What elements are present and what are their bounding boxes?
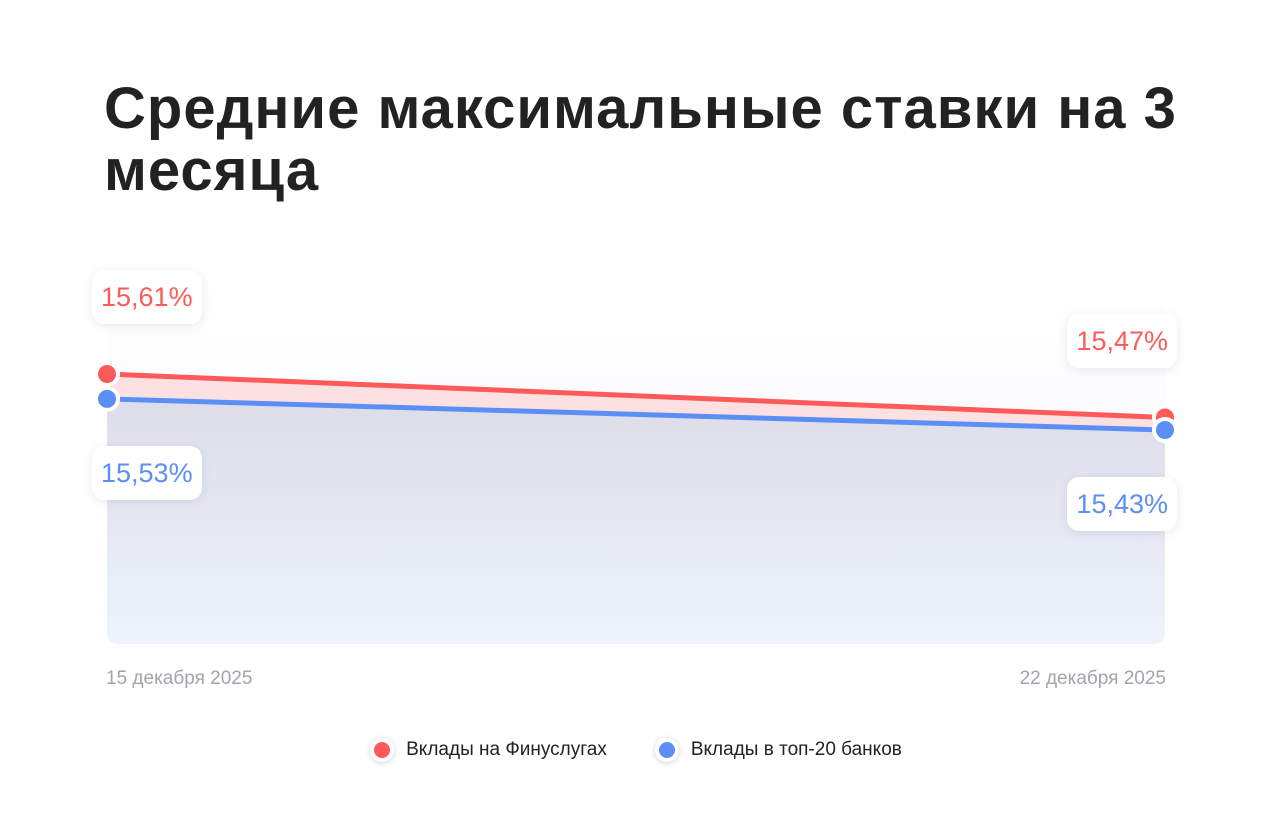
legend-marker <box>370 738 395 762</box>
data-label: 15,43% <box>1067 476 1177 531</box>
x-tick-end: 22 декабря 2025 <box>1019 668 1166 689</box>
legend-label: Вклады на Финуслугах <box>406 739 607 760</box>
data-point <box>94 385 120 412</box>
legend-label: Вклады в топ-20 банков <box>690 739 902 760</box>
data-label: 15,47% <box>1067 313 1177 368</box>
area-top20 <box>107 398 1165 644</box>
data-label: 15,53% <box>92 445 202 500</box>
data-point <box>1152 416 1178 443</box>
legend-item-top20: Вклады в топ-20 банков <box>654 738 902 762</box>
data-point <box>94 361 120 387</box>
area-finuslugi <box>107 374 1165 430</box>
data-label: 15,61% <box>92 270 202 324</box>
x-tick-start: 15 декабря 2025 <box>106 668 253 689</box>
legend: Вклады на Финуслугах Вклады в топ-20 бан… <box>0 738 1272 762</box>
series-line-1 <box>106 396 1166 433</box>
legend-marker <box>654 738 679 762</box>
series-line-0 <box>106 371 1166 421</box>
chart-title: Средние максимальные ставки на 3 месяца <box>104 76 1177 203</box>
legend-item-finuslugi: Вклады на Финуслугах <box>370 738 607 762</box>
